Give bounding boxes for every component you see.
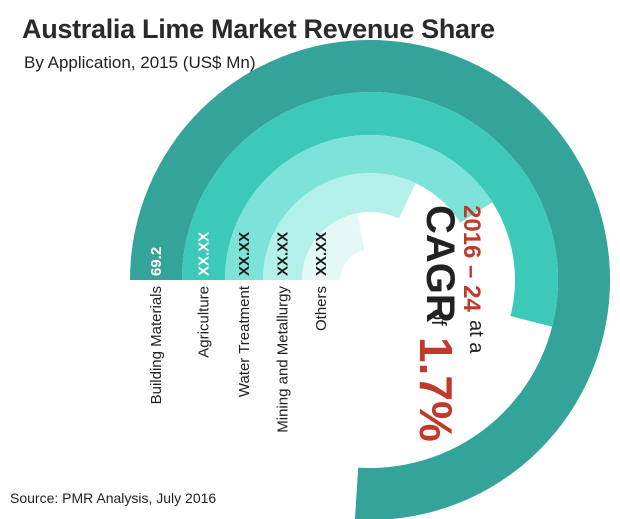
cagr-word: CAGR <box>418 205 462 323</box>
arc-agriculture <box>181 91 558 327</box>
cagr-range: 2016 – 24 <box>458 205 485 312</box>
cagr-of: of <box>427 309 449 326</box>
chart-subtitle: By Application, 2015 (US$ Mn) <box>24 53 256 72</box>
cagr-callout: 2016 – 24 at a CAGR of 1.7% <box>410 205 487 442</box>
category-label-3: Mining and Metallurgy <box>275 286 292 433</box>
chart-arcs <box>130 40 610 519</box>
arc-water-treatment <box>225 134 493 280</box>
value-label-0: 69.2 <box>148 247 165 276</box>
cagr-value: 1.7% <box>410 337 462 442</box>
source-note: Source: PMR Analysis, July 2016 <box>10 490 217 506</box>
value-label-4: XX.XX <box>313 232 330 276</box>
category-label-0: Building Materials <box>148 286 165 404</box>
category-label-1: Agriculture <box>196 286 213 358</box>
category-label-2: Water Treatment <box>236 285 253 397</box>
cagr-at: at a <box>465 320 487 354</box>
arc-others <box>302 213 365 280</box>
chart-title: Australia Lime Market Revenue Share <box>22 14 495 44</box>
value-label-1: XX.XX <box>196 232 213 276</box>
value-label-2: XX.XX <box>236 232 253 276</box>
arc-mining-and-metallurgy <box>263 173 416 280</box>
value-label-3: XX.XX <box>275 232 292 276</box>
category-label-4: Others <box>313 286 330 331</box>
chart-labels: 69.2 Building Materials XX.XX Agriculture XX… <box>148 232 330 433</box>
